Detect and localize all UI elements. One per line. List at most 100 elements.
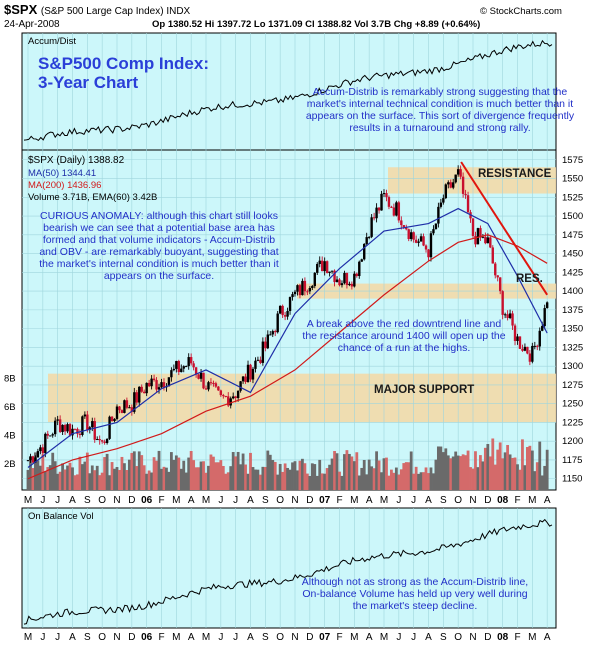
volume-bar	[26, 469, 30, 490]
volume-bar	[474, 451, 477, 490]
volume-bar	[85, 452, 89, 490]
price-candle-body	[452, 182, 455, 188]
x-tick-label: 06	[141, 632, 153, 643]
volume-bar	[422, 472, 425, 490]
price-candle-body	[511, 313, 514, 326]
volume-bar	[142, 465, 146, 490]
volume-bar	[244, 464, 247, 490]
x-tick-label: J	[40, 632, 45, 643]
volume-bar	[34, 452, 37, 490]
volume-bar	[234, 456, 238, 490]
volume-bar	[429, 467, 433, 490]
price-candle-body	[133, 392, 136, 412]
price-candle-body	[167, 377, 171, 387]
x-tick-label: J	[40, 495, 45, 506]
gridlines	[22, 33, 556, 628]
volume-bar	[301, 458, 304, 490]
price-candle-body	[152, 378, 156, 381]
price-candle-body	[380, 193, 383, 211]
volume-bar	[113, 468, 116, 490]
price-candle-body	[251, 368, 255, 380]
price-candle-body	[199, 372, 203, 379]
x-tick-label: S	[440, 632, 447, 643]
y-tick-label: 1150	[562, 474, 582, 485]
volume-bar	[231, 452, 235, 490]
x-tick-label: S	[440, 495, 447, 506]
price-candle-body	[353, 273, 356, 287]
x-tick-label: J	[233, 632, 238, 643]
price-candle-body	[370, 217, 373, 237]
volume-bar	[382, 458, 386, 490]
volume-bar	[521, 439, 524, 490]
x-tick-label: A	[188, 632, 195, 643]
price-candle-body	[254, 360, 257, 369]
volume-bar	[498, 442, 502, 490]
price-candle-body	[241, 376, 245, 382]
price-candle-body	[372, 217, 376, 219]
price-candle-body	[476, 228, 480, 245]
price-candle-body	[503, 314, 507, 316]
price-candle-body	[157, 387, 161, 390]
price-candle-body	[49, 435, 52, 437]
volume-bar	[501, 458, 505, 490]
price-candle-body	[345, 272, 349, 286]
volume-bar	[58, 471, 62, 490]
anomaly-note: CURIOUS ANOMALY: although this chart sti…	[39, 210, 279, 282]
price-candle-body	[442, 198, 445, 203]
volume-bar	[135, 466, 139, 490]
price-candle-body	[58, 419, 62, 432]
price-candle-body	[301, 280, 304, 296]
volume-bar	[303, 463, 307, 490]
volume-bar	[266, 450, 270, 490]
volume-bar	[352, 461, 356, 490]
volume-bar	[100, 472, 104, 490]
price-candle-body	[486, 237, 490, 244]
volume-bar	[436, 446, 440, 490]
volume-bar	[360, 467, 364, 490]
volume-bar	[305, 473, 309, 490]
price-candle-body	[523, 346, 527, 351]
volume-bar	[130, 452, 134, 490]
y-tick-label: 1275	[562, 380, 583, 391]
volume-bar	[459, 456, 463, 490]
ma50-label: MA(50) 1344.41	[28, 168, 97, 179]
price-candle-body	[471, 218, 475, 236]
price-candle-body	[34, 457, 37, 463]
volume-bar	[172, 459, 176, 490]
volume-bar	[226, 472, 230, 490]
major-support-label: MAJOR SUPPORT	[374, 384, 475, 396]
x-tick-label: O	[276, 495, 284, 506]
volume-bar	[147, 470, 151, 490]
volume-bar	[263, 466, 267, 490]
obv-line	[23, 518, 553, 625]
price-candle-body	[31, 456, 35, 463]
x-tick-label: M	[350, 632, 358, 643]
volume-bar	[471, 468, 475, 490]
volume-bar	[446, 455, 450, 490]
resistance-label: RESISTANCE	[478, 168, 552, 180]
volume-bar	[83, 461, 87, 490]
y-tick-label: 1550	[562, 174, 583, 185]
volume-bar	[464, 455, 467, 490]
price-candle-body	[83, 414, 87, 417]
x-tick-label: D	[128, 632, 135, 643]
volume-bar	[513, 457, 517, 490]
accum-note: Accum-Distrib is remarkably strong sugge…	[305, 86, 575, 134]
price-candle-body	[392, 207, 396, 216]
volume-bar	[182, 460, 186, 490]
price-candle-body	[335, 279, 339, 283]
volume-bar	[236, 451, 240, 490]
price-candle-body	[286, 310, 289, 317]
y-tick-label: 1500	[562, 211, 583, 222]
volume-bar	[150, 472, 154, 490]
accum-dist-line	[23, 39, 553, 142]
volume-bar	[286, 467, 289, 490]
volume-bar	[268, 454, 272, 490]
price-candle-body	[375, 207, 378, 219]
accum-dist-label: Accum/Dist	[28, 36, 77, 47]
price-candle-body	[128, 407, 131, 409]
price-candle-body	[461, 176, 465, 194]
price-candle-body	[110, 416, 114, 422]
price-candle-body	[283, 315, 287, 317]
price-candle-body	[105, 438, 109, 443]
